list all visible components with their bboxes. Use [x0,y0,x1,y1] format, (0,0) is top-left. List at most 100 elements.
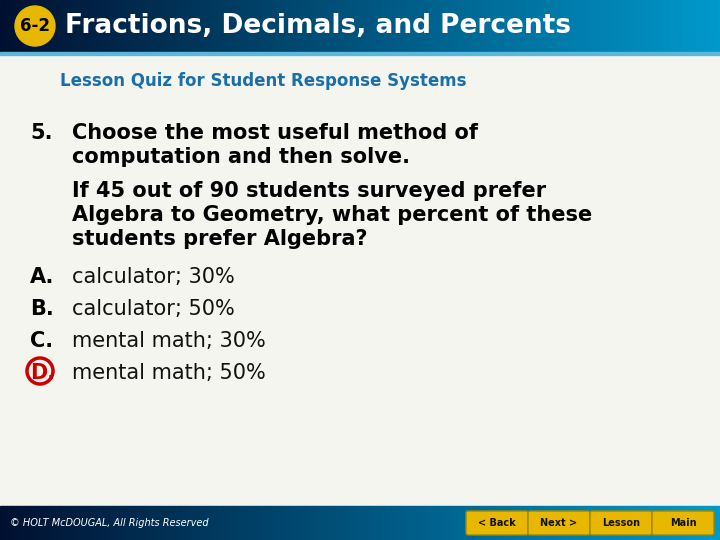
Bar [168,506,171,540]
Bar [324,0,326,52]
Bar [682,506,684,540]
Bar [607,0,610,52]
Bar [665,0,667,52]
Bar [261,0,264,52]
Bar [158,0,161,52]
Bar [648,506,650,540]
Bar [691,0,693,52]
Bar [146,506,149,540]
Bar [261,506,264,540]
Bar [614,506,617,540]
Bar [214,506,216,540]
Bar [346,506,348,540]
Bar [665,506,667,540]
Bar [660,0,662,52]
Bar [389,506,391,540]
Bar [324,506,326,540]
Bar [110,506,113,540]
Bar [574,0,576,52]
Bar [511,506,513,540]
FancyBboxPatch shape [528,511,590,535]
Bar [384,0,387,52]
Bar [238,0,240,52]
Bar [513,0,516,52]
Bar [706,506,708,540]
Bar [538,0,540,52]
Bar [117,506,120,540]
Bar [108,0,110,52]
Bar [684,506,686,540]
Bar [423,506,425,540]
Bar [605,0,607,52]
Bar [670,0,672,52]
Bar [74,0,77,52]
Bar [103,0,106,52]
Bar [636,0,639,52]
Bar [55,506,58,540]
Bar [696,0,698,52]
Bar [142,0,144,52]
Bar [360,506,362,540]
Bar [243,0,245,52]
Bar [60,0,63,52]
Bar [581,506,583,540]
Bar [427,506,430,540]
Bar [610,0,612,52]
Bar [629,0,631,52]
Bar [634,506,636,540]
Bar [211,506,214,540]
Bar [499,0,502,52]
Text: Main: Main [670,518,696,528]
Bar [240,506,243,540]
Bar [250,0,252,52]
Text: calculator; 30%: calculator; 30% [72,267,235,287]
Bar [626,0,629,52]
Bar [189,506,192,540]
Bar [12,506,14,540]
Text: A.: A. [30,267,55,287]
Bar [369,506,372,540]
Bar [382,0,384,52]
Bar [598,506,600,540]
Bar [444,506,446,540]
Bar [250,506,252,540]
Bar [36,506,38,540]
Bar [302,0,305,52]
Bar [70,0,72,52]
Bar [456,0,459,52]
Bar [473,0,475,52]
Bar [569,0,571,52]
Bar [331,506,333,540]
Bar [144,506,146,540]
Bar [672,506,675,540]
Bar [468,506,470,540]
Bar [502,0,504,52]
Bar [554,0,557,52]
Bar [398,506,401,540]
Bar [473,506,475,540]
Bar [552,506,554,540]
Bar [506,506,509,540]
Bar [5,0,7,52]
Bar [173,0,175,52]
Bar [60,506,63,540]
Bar [578,0,581,52]
Bar [691,506,693,540]
Bar [132,506,135,540]
Text: students prefer Algebra?: students prefer Algebra? [72,229,367,249]
Bar [657,0,660,52]
Bar [348,506,351,540]
Bar [459,0,461,52]
Bar [305,0,307,52]
Bar [230,0,233,52]
Bar [322,0,324,52]
Bar [173,506,175,540]
Bar [235,506,238,540]
Bar [461,506,463,540]
Bar [567,506,569,540]
Bar [341,0,343,52]
Bar [122,0,125,52]
Text: C.: C. [30,331,53,351]
Bar [182,0,185,52]
Bar [677,506,679,540]
